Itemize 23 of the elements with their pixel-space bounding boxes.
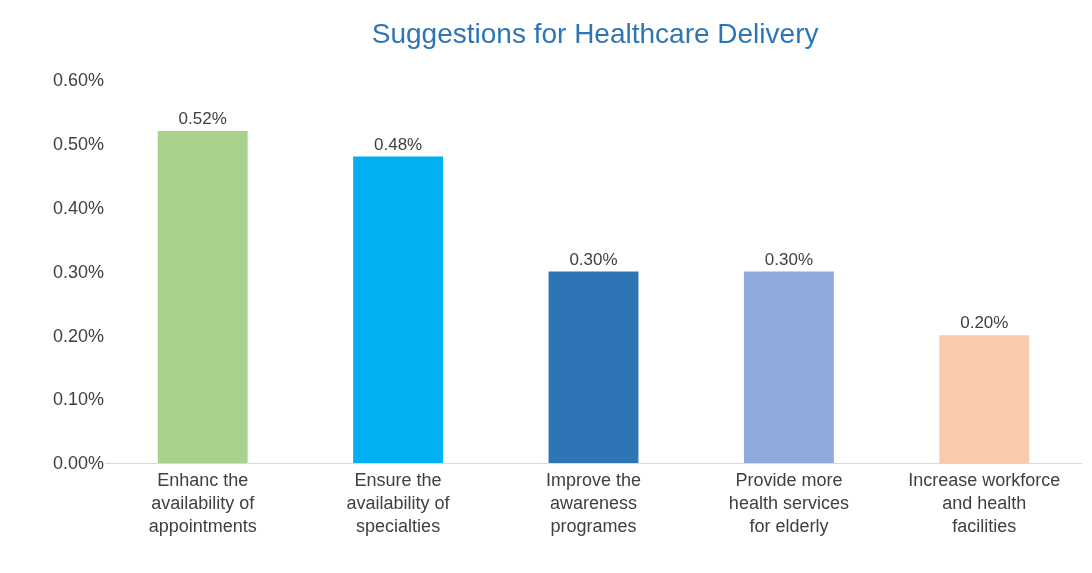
x-tick-label: Increase workforce and health facilities: [908, 469, 1061, 537]
data-label: 0.52%: [178, 109, 227, 129]
bar: [743, 271, 834, 463]
bar: [939, 335, 1030, 463]
x-tick-label: Improve the awareness programes: [545, 469, 642, 537]
bar: [548, 271, 639, 463]
x-tick-label: Ensure the availability of specialties: [346, 469, 451, 537]
y-tick-label: 0.30%: [52, 261, 104, 282]
data-label: 0.30%: [569, 249, 618, 269]
y-tick-label: 0.60%: [52, 70, 104, 91]
chart-title: Suggestions for Healthcare Delivery: [371, 17, 819, 49]
x-tick-label: Enhanc the availability of appointments: [148, 469, 257, 537]
data-label: 0.48%: [374, 134, 423, 154]
bar: [157, 131, 248, 463]
y-tick-label: 0.10%: [52, 389, 104, 410]
y-tick-label: 0.50%: [52, 134, 104, 155]
x-tick-label: Provide more health services for elderly: [728, 469, 849, 537]
bar: [353, 156, 444, 463]
data-label: 0.20%: [960, 313, 1009, 333]
y-tick-label: 0.20%: [52, 325, 104, 346]
y-tick-label: 0.40%: [52, 197, 104, 218]
y-tick-label: 0.00%: [52, 453, 104, 474]
data-label: 0.30%: [764, 249, 813, 269]
